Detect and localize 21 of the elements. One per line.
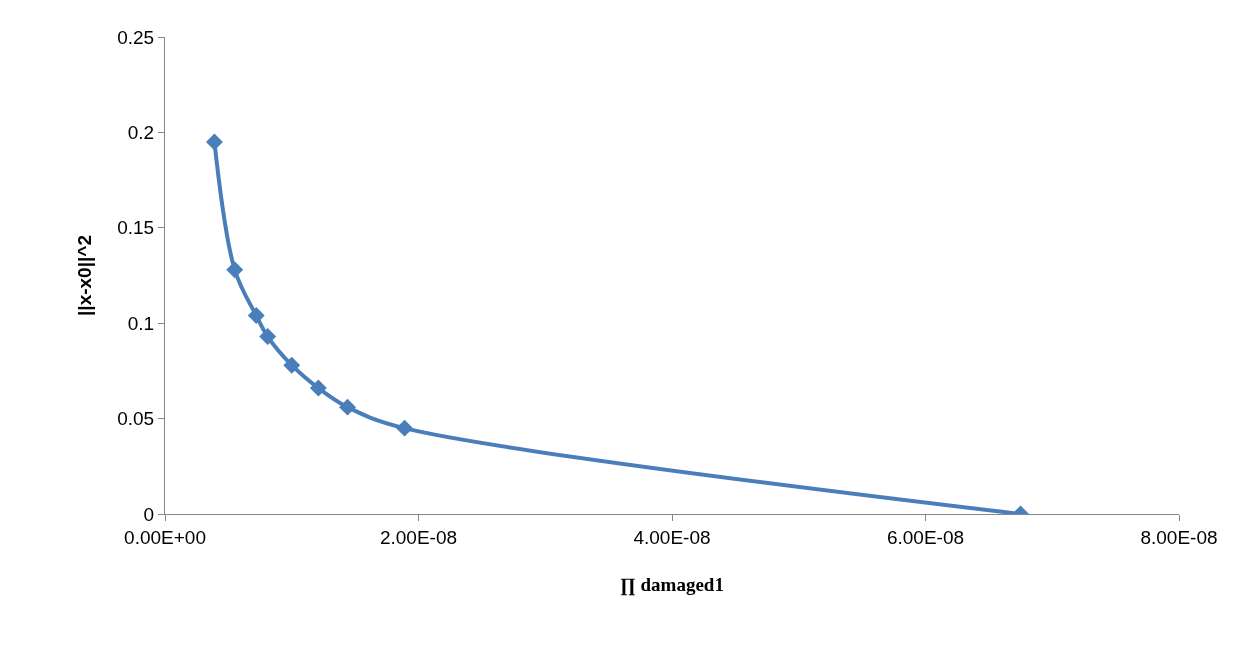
y-tick-label: 0.15 (117, 217, 155, 239)
y-tick-label: 0.2 (127, 122, 155, 144)
point (259, 328, 277, 346)
point (339, 398, 356, 416)
x-tick-label: 2.00E-08 (379, 526, 458, 548)
x-tick-label: 8.00E-08 (1140, 526, 1218, 548)
y-tick-label: 0.1 (127, 312, 155, 334)
point (205, 133, 223, 151)
x-tick-label: 0.00E+00 (124, 526, 206, 548)
x-tick-label: 4.00E-08 (633, 526, 711, 548)
y-tick-label: 0.25 (117, 26, 155, 48)
y-tick-label: 0.05 (117, 408, 155, 430)
point (283, 356, 301, 374)
point (309, 379, 327, 397)
y-axis-title: ||x-x0||^2 (74, 235, 96, 316)
point (226, 261, 244, 279)
x-axis-title: ∏ damaged1 (620, 573, 724, 596)
y-tick-label: 0 (143, 503, 155, 525)
point (396, 419, 414, 437)
point (247, 307, 265, 325)
x-tick-label: 6.00E-08 (886, 526, 965, 548)
